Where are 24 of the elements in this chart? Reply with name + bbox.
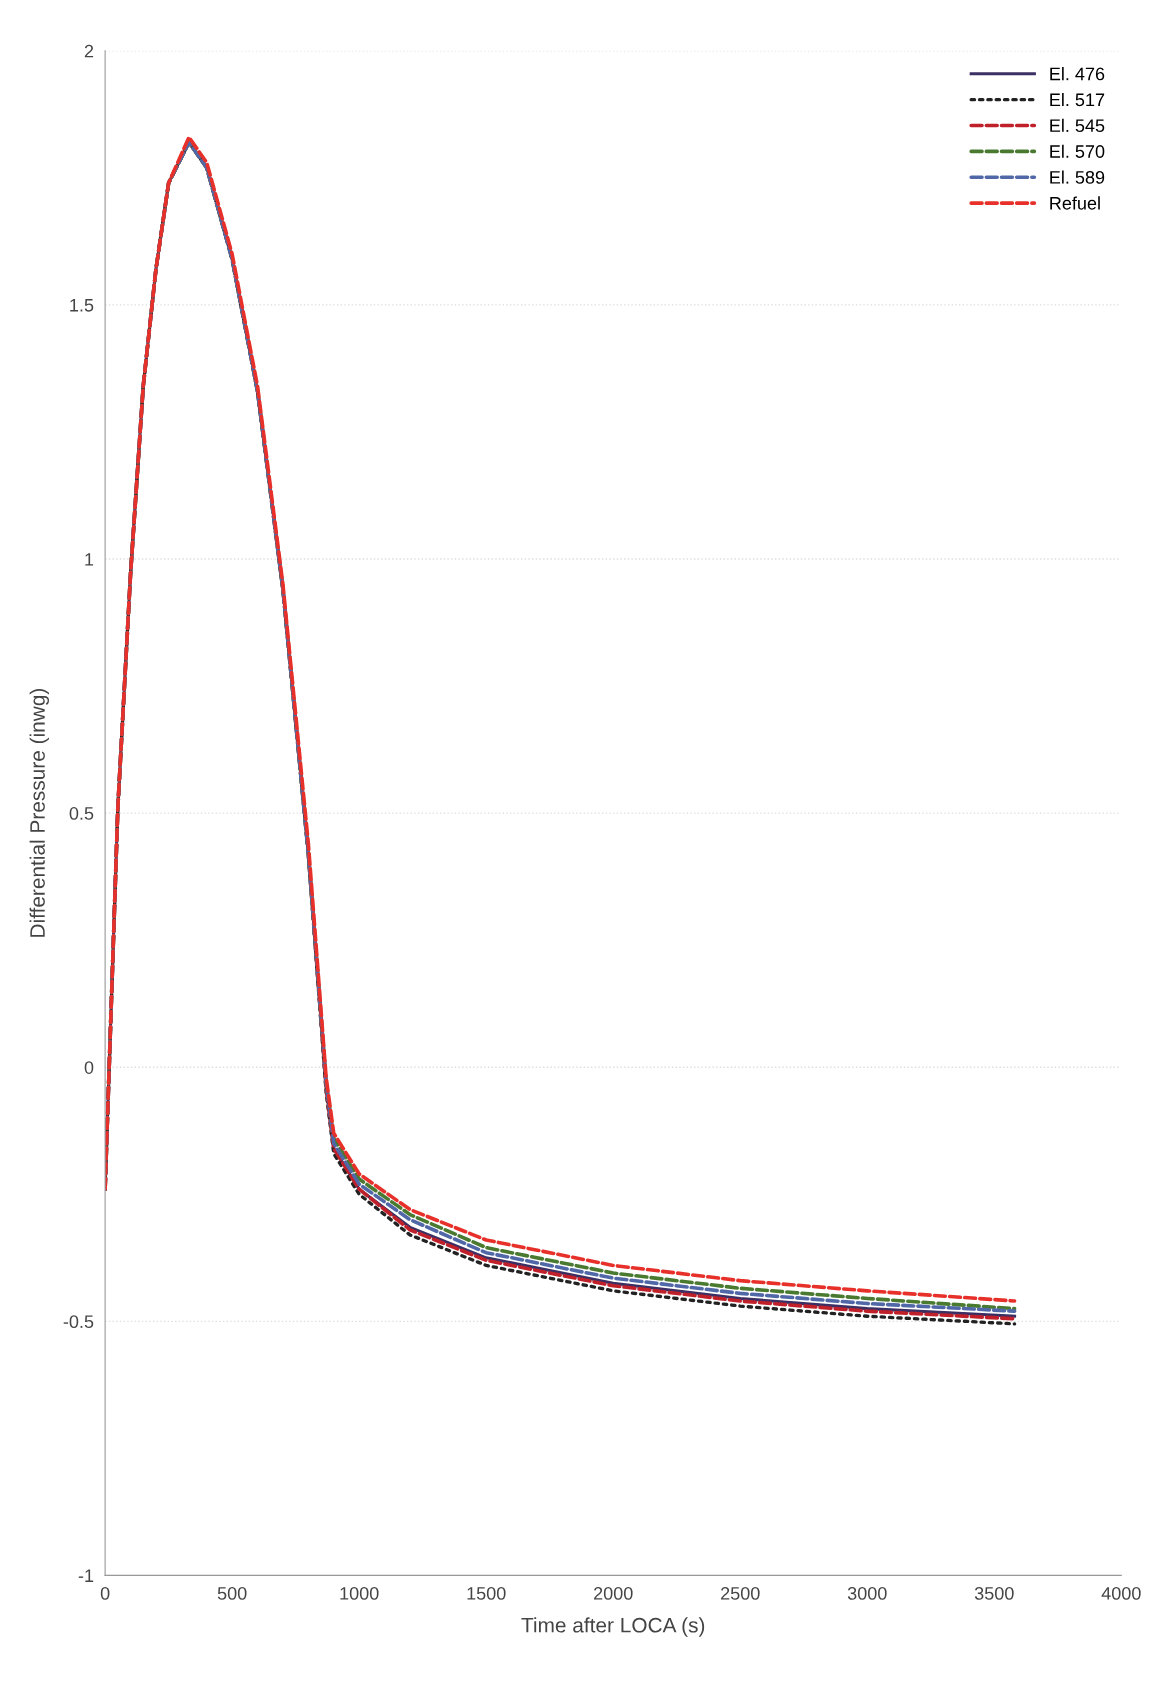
y-tick-label: -0.5 bbox=[63, 1315, 94, 1329]
y-tick-label: -1 bbox=[78, 1569, 94, 1582]
x-tick-label: 2500 bbox=[721, 1587, 760, 1600]
y-tick-label: 1 bbox=[85, 553, 94, 566]
legend-label: Refuel bbox=[1050, 196, 1100, 210]
y-tick-label: 0 bbox=[84, 1061, 94, 1074]
x-tick-label: 0 bbox=[100, 1587, 110, 1600]
legend-label: El. 517 bbox=[1050, 92, 1105, 107]
x-tick-label: 2000 bbox=[594, 1587, 633, 1600]
y-tick-label: 1.5 bbox=[70, 299, 94, 312]
x-axis-title: Time after LOCA (s) bbox=[521, 1617, 705, 1637]
legend-label: El. 545 bbox=[1050, 118, 1105, 133]
legend-label: El. 589 bbox=[1050, 170, 1105, 184]
x-tick-label: 4000 bbox=[1101, 1587, 1141, 1600]
x-tick-label: 1000 bbox=[340, 1587, 379, 1600]
x-tick-label: 500 bbox=[217, 1587, 247, 1600]
x-tick-label: 3000 bbox=[847, 1587, 887, 1600]
y-axis-title: Differential Pressure (inwg) bbox=[29, 688, 50, 937]
legend-label: El. 570 bbox=[1050, 144, 1105, 158]
x-tick-label: 1500 bbox=[467, 1587, 506, 1600]
y-tick-label: 0.5 bbox=[69, 807, 94, 820]
legend-label: El. 476 bbox=[1050, 67, 1105, 81]
y-tick-label: 2 bbox=[84, 44, 94, 58]
x-tick-label: 3500 bbox=[974, 1587, 1014, 1600]
